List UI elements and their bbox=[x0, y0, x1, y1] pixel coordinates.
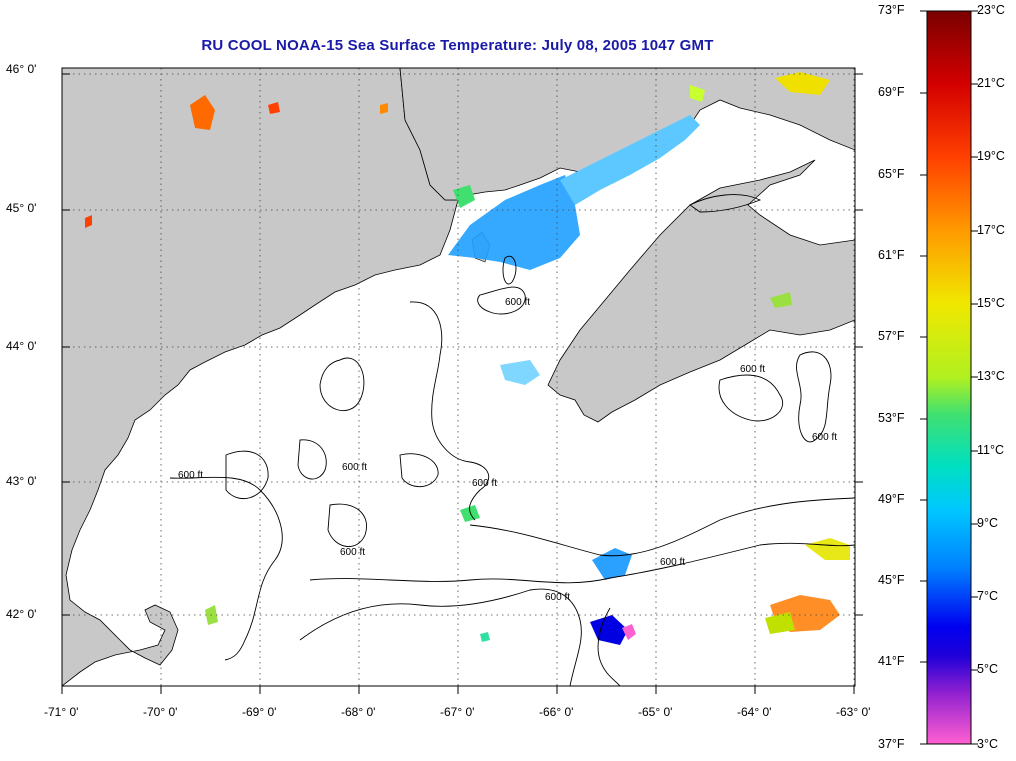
colorbar-f-label: 37°F bbox=[878, 737, 905, 751]
lon-label-66: -66° 0' bbox=[539, 705, 574, 719]
colorbar-c-label: 5°C bbox=[977, 662, 998, 676]
graticule bbox=[62, 68, 855, 686]
land-nova-scotia bbox=[547, 159, 855, 423]
colorbar-f-label: 73°F bbox=[878, 3, 905, 17]
colorbar-c-label: 9°C bbox=[977, 516, 998, 530]
contour-label: 600 ft bbox=[740, 364, 765, 375]
lon-label-69: -69° 0' bbox=[242, 705, 277, 719]
lon-label-68: -68° 0' bbox=[341, 705, 376, 719]
contour-label: 600 ft bbox=[472, 478, 497, 489]
colorbar-f-label: 41°F bbox=[878, 654, 905, 668]
temperature-colorbar bbox=[926, 10, 972, 745]
colorbar-c-label: 17°C bbox=[977, 223, 1005, 237]
colorbar-c-label: 21°C bbox=[977, 76, 1005, 90]
colorbar-f-label: 45°F bbox=[878, 573, 905, 587]
colorbar-f-label: 69°F bbox=[878, 85, 905, 99]
lat-label-42: 42° 0' bbox=[6, 607, 37, 621]
colorbar-f-label: 49°F bbox=[878, 492, 905, 506]
contour-label: 600 ft bbox=[812, 432, 837, 443]
lon-label-63: -63° 0' bbox=[836, 705, 871, 719]
colorbar-c-label: 19°C bbox=[977, 149, 1005, 163]
colorbar-c-label: 7°C bbox=[977, 589, 998, 603]
contour-label: 600 ft bbox=[178, 470, 203, 481]
colorbar-c-label: 15°C bbox=[977, 296, 1005, 310]
map-title: RU COOL NOAA-15 Sea Surface Temperature:… bbox=[201, 37, 714, 54]
colorbar-f-label: 53°F bbox=[878, 411, 905, 425]
colorbar-f-label: 57°F bbox=[878, 329, 905, 343]
lat-label-45: 45° 0' bbox=[6, 201, 37, 215]
lon-label-65: -65° 0' bbox=[638, 705, 673, 719]
contour-label: 600 ft bbox=[545, 592, 570, 603]
contour-label: 600 ft bbox=[660, 557, 685, 568]
lat-label-46: 46° 0' bbox=[6, 62, 37, 76]
colorbar-c-label: 11°C bbox=[977, 443, 1005, 457]
contour-label: 600 ft bbox=[505, 297, 530, 308]
lon-label-67: -67° 0' bbox=[440, 705, 475, 719]
colorbar-c-label: 23°C bbox=[977, 3, 1005, 17]
contour-label: 600 ft bbox=[342, 462, 367, 473]
contour-labels: 600 ft 600 ft 600 ft 600 ft 600 ft 600 f… bbox=[178, 297, 837, 603]
contour-label: 600 ft bbox=[340, 547, 365, 558]
contours-600ft bbox=[169, 194, 855, 686]
colorbar-c-label: 13°C bbox=[977, 369, 1005, 383]
sst-patches bbox=[85, 72, 850, 645]
colorbar-ticks bbox=[920, 10, 978, 745]
colorbar-f-label: 65°F bbox=[878, 167, 905, 181]
colorbar-f-label: 61°F bbox=[878, 248, 905, 262]
lat-label-44: 44° 0' bbox=[6, 339, 37, 353]
lon-label-64: -64° 0' bbox=[737, 705, 772, 719]
colorbar-c-label: 3°C bbox=[977, 737, 998, 751]
lat-label-43: 43° 0' bbox=[6, 474, 37, 488]
lon-label-70: -70° 0' bbox=[143, 705, 178, 719]
axis-ticks bbox=[61, 73, 863, 694]
lon-label-71: -71° 0' bbox=[44, 705, 79, 719]
